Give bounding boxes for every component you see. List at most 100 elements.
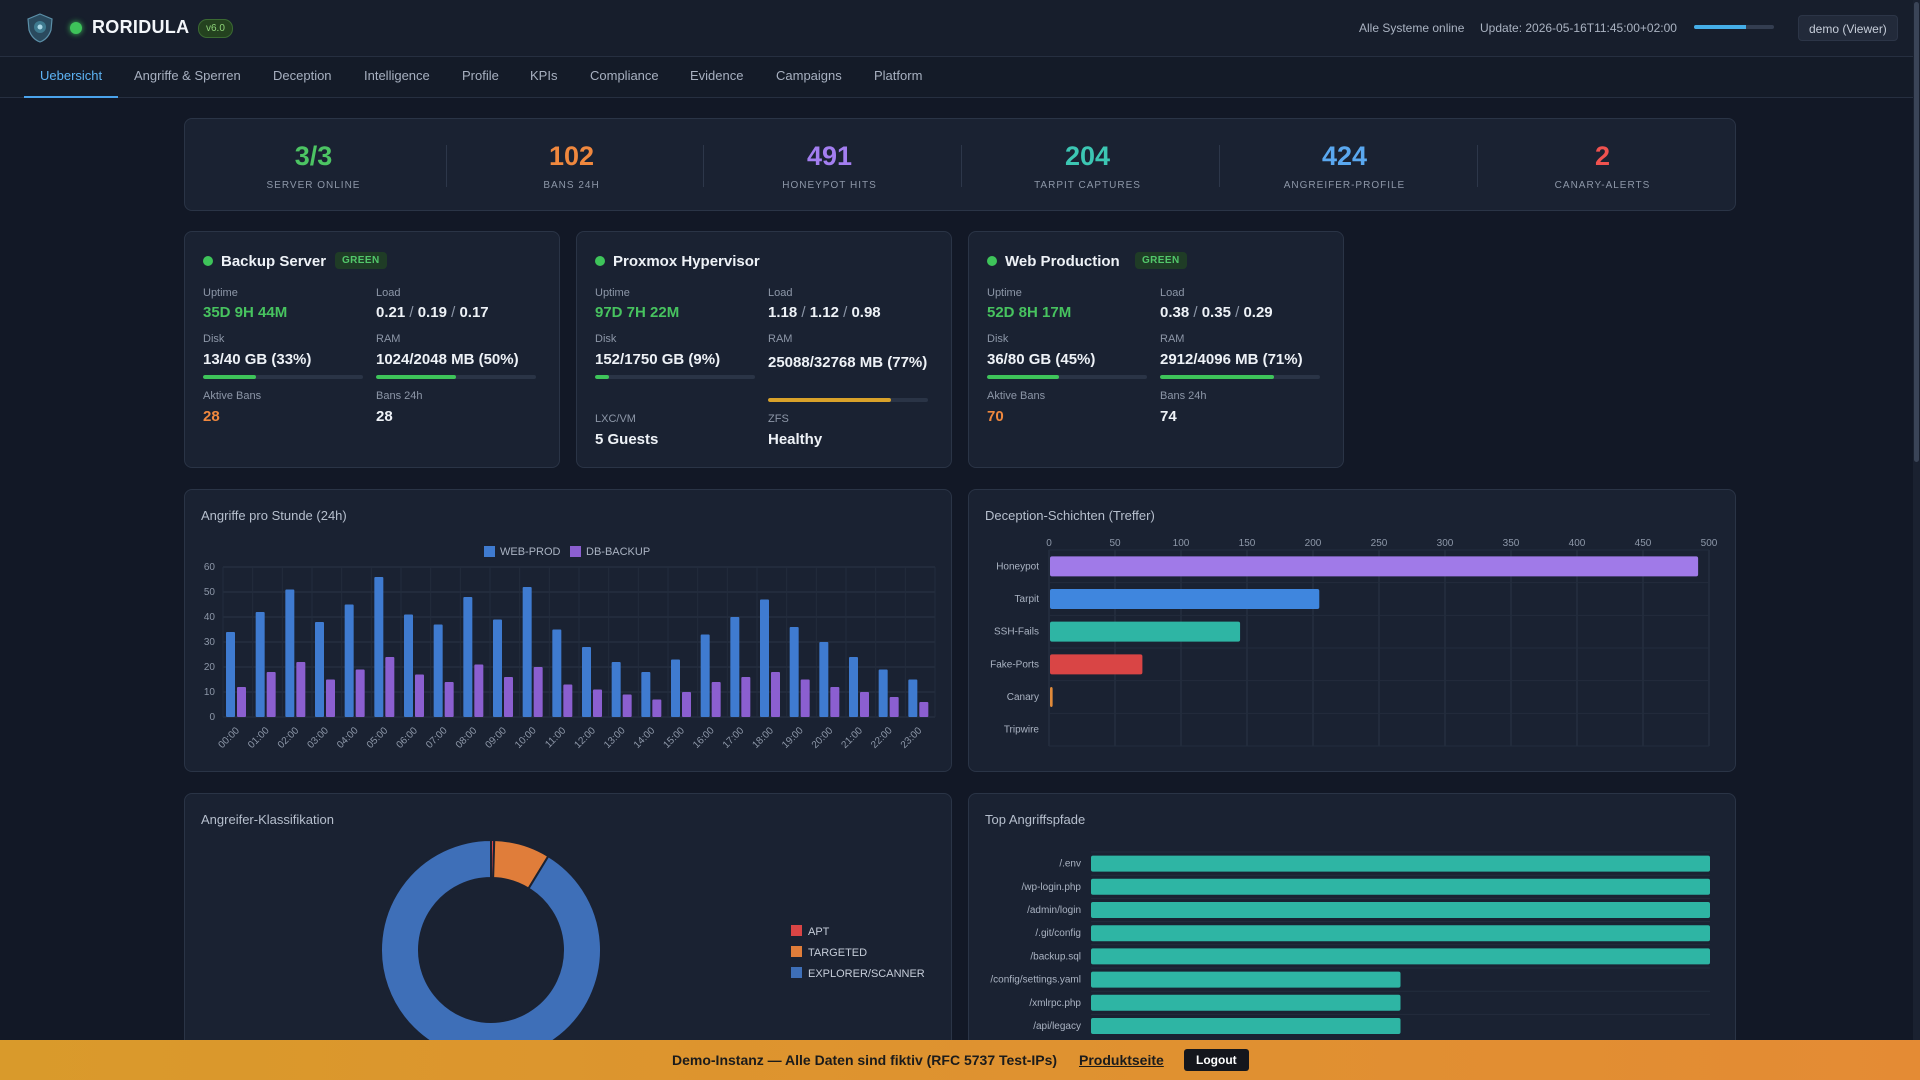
y-category-label: Honeypot [996, 561, 1039, 572]
scrollbar-track[interactable] [1913, 0, 1920, 1040]
bans-24h-value: 74 [1160, 408, 1177, 425]
kpi-label: TARPIT CAPTURES [1034, 180, 1141, 191]
x-tick-label: 350 [1503, 538, 1520, 549]
tab-evidence[interactable]: Evidence [690, 68, 744, 83]
server-health-badge: GREEN [1135, 252, 1187, 269]
bar-web-prod [285, 589, 295, 717]
kpi-value: 204 [1064, 141, 1111, 171]
bar-db-backup [533, 667, 543, 717]
bar-web-prod [789, 627, 799, 717]
tab-deception[interactable]: Deception [273, 68, 332, 83]
kpi-canary-alerts: 2 CANARY-ALERTS [1474, 119, 1731, 211]
x-tick-label: 07:00 [424, 725, 450, 751]
bar-honeypot [1050, 556, 1699, 577]
x-tick-label: 23:00 [899, 725, 925, 751]
active-bans-value: 70 [987, 408, 1004, 425]
server-status-dot [595, 256, 605, 266]
bar-ssh-fails [1050, 621, 1241, 642]
main-navigation-tabs: Uebersicht Angriffe & Sperren Deception … [0, 57, 1920, 98]
kpi-label: SERVER ONLINE [266, 180, 361, 191]
hourly-attacks-card: Angriffe pro Stunde (24h) 0 10 20 30 40 50 60 0… [184, 489, 952, 772]
chart-title: Angreifer-Klassifikation [201, 812, 334, 827]
load-value: 0.38 / 0.35 / 0.29 [1160, 304, 1273, 321]
bar-db-backup [741, 677, 751, 717]
tab-compliance[interactable]: Compliance [590, 68, 659, 83]
donut-slice-explorerscanner [380, 838, 602, 1052]
x-tick-label: 13:00 [602, 725, 628, 751]
legend-swatch [791, 925, 802, 936]
bar-web-prod [671, 659, 680, 717]
path-bar [1091, 925, 1710, 942]
disk-usage-bar [595, 375, 755, 379]
kpi-divider [961, 145, 962, 187]
x-tick-label: 400 [1569, 538, 1586, 549]
x-tick-label: 14:00 [632, 725, 658, 751]
bar-db-backup [504, 677, 513, 717]
bar-web-prod [641, 672, 651, 717]
x-tick-label: 06:00 [394, 725, 420, 751]
x-tick-label: 09:00 [483, 725, 509, 751]
bar-fake-ports [1050, 654, 1143, 675]
x-tick-label: 100 [1173, 538, 1190, 549]
ram-value: 2912/4096 MB (71%) [1160, 351, 1303, 368]
disk-label: Disk [987, 333, 1009, 345]
y-category-label: Fake-Ports [990, 659, 1039, 670]
tab-angriffe-sperren[interactable]: Angriffe & Sperren [134, 68, 241, 83]
y-tick-label: 10 [204, 687, 216, 698]
disk-value: 36/80 GB (45%) [987, 351, 1096, 368]
y-tick-label: 0 [209, 712, 215, 723]
bar-db-backup [474, 664, 484, 717]
x-tick-label: 250 [1371, 538, 1388, 549]
bar-db-backup [355, 669, 365, 717]
bar-web-prod [374, 577, 384, 717]
bar-db-backup [415, 674, 424, 717]
disk-label: Disk [203, 333, 225, 345]
y-category-label: Tripwire [1004, 725, 1040, 736]
bar-web-prod [433, 624, 443, 717]
x-tick-label: 22:00 [869, 725, 895, 751]
x-tick-label: 08:00 [454, 725, 480, 751]
x-tick-label: 450 [1635, 538, 1652, 549]
tab-campaigns[interactable]: Campaigns [776, 68, 842, 83]
path-bar [1091, 878, 1710, 895]
product-page-link[interactable]: Produktseite [1079, 1052, 1164, 1068]
tab-uebersicht[interactable]: Uebersicht [24, 57, 119, 98]
disk-value: 152/1750 GB (9%) [595, 351, 721, 368]
kpi-honeypot-hits: 491 HONEYPOT HITS [701, 119, 958, 211]
x-tick-label: 21:00 [839, 725, 865, 751]
tab-kpis[interactable]: KPIs [530, 68, 558, 83]
tab-intelligence[interactable]: Intelligence [364, 68, 430, 83]
x-tick-label: 0 [1046, 538, 1052, 549]
bar-web-prod [819, 642, 829, 717]
tab-profile[interactable]: Profile [462, 68, 499, 83]
path-bar [1091, 971, 1401, 988]
x-tick-label: 02:00 [276, 725, 302, 751]
ram-usage-bar [1160, 375, 1320, 379]
kpi-angreifer-profile: 424 ANGREIFER-PROFILE [1216, 119, 1473, 211]
kpi-value: 2 [1594, 141, 1611, 171]
bar-web-prod [582, 647, 591, 717]
bar-web-prod [522, 587, 532, 717]
top-attack-paths-chart: /.env/wp-login.php/admin/login /.git/conf… [990, 851, 1710, 1034]
y-tick-label: 60 [204, 562, 216, 573]
user-menu-button[interactable]: demo (Viewer) [1798, 15, 1898, 41]
bar-web-prod [315, 622, 324, 717]
x-tick-label: 19:00 [780, 725, 806, 751]
hourly-attacks-chart: 0 10 20 30 40 50 60 00:00 01:00 02:00 03:00 04:00 05… [204, 546, 936, 751]
x-tick-label: 300 [1437, 538, 1454, 549]
load-label: Load [768, 287, 793, 299]
logout-button[interactable]: Logout [1184, 1049, 1249, 1071]
kpi-value: 424 [1321, 141, 1368, 171]
legend-swatch [791, 946, 802, 957]
server-card-web-production[interactable]: Web Production GREEN Uptime 52D 8H 17M L… [968, 231, 1344, 468]
bar-web-prod [255, 612, 265, 717]
kpi-label: ANGREIFER-PROFILE [1283, 180, 1406, 191]
tab-platform[interactable]: Platform [874, 68, 923, 83]
active-bans-label: Aktive Bans [203, 390, 262, 402]
scrollbar-thumb[interactable] [1914, 2, 1919, 462]
server-card-backup[interactable]: Backup Server GREEN Uptime 35D 9H 44M Lo… [184, 231, 560, 468]
load-label: Load [1160, 287, 1185, 299]
server-status-dot [203, 256, 213, 266]
server-card-proxmox[interactable]: Proxmox Hypervisor Uptime 97D 7H 22M Loa… [576, 231, 952, 468]
bar-db-backup [326, 679, 335, 717]
